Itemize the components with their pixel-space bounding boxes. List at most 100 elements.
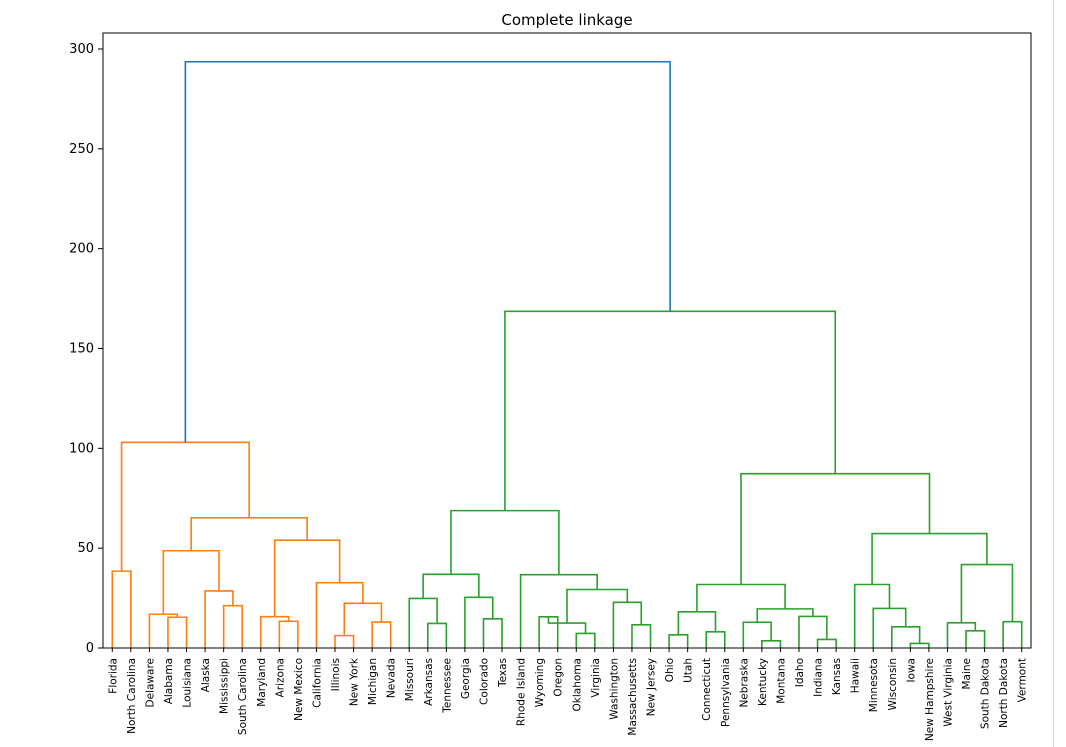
link-merge-33 bbox=[816, 638, 837, 648]
leaf-label: Arkansas bbox=[423, 658, 435, 706]
link-merge-30 bbox=[677, 611, 717, 635]
leaf-label: Missouri bbox=[404, 658, 416, 701]
link-merge-27 bbox=[450, 509, 560, 575]
link-merge-41 bbox=[965, 630, 986, 648]
leaf-label: Tennessee bbox=[441, 658, 453, 714]
leaf-label: Vermont bbox=[1017, 658, 1029, 702]
leaf-label: Kentucky bbox=[757, 658, 769, 706]
link-merge-3 bbox=[222, 604, 243, 648]
leaf-label: West Virginia bbox=[942, 658, 954, 727]
link-merge-10 bbox=[343, 602, 383, 636]
leaf-label: Oklahoma bbox=[571, 658, 583, 711]
leaf-label: Utah bbox=[683, 658, 695, 683]
leaf-label: Pennsylvania bbox=[720, 658, 732, 727]
leaf-label: Florida bbox=[107, 658, 119, 694]
dendrogram-links bbox=[111, 60, 1023, 648]
link-merge-5 bbox=[162, 549, 220, 615]
leaf-label: Kansas bbox=[831, 658, 843, 695]
y-tick-label-150: 150 bbox=[69, 341, 94, 356]
leaf-label: Hawaii bbox=[850, 658, 862, 693]
link-merge-9 bbox=[371, 621, 392, 648]
leaf-label: North Carolina bbox=[126, 658, 138, 734]
leaf-label: California bbox=[311, 658, 323, 708]
leaf-label: South Dakota bbox=[980, 658, 992, 729]
link-merge-40 bbox=[853, 583, 891, 648]
link-merge-8 bbox=[334, 634, 355, 648]
link-merge-35 bbox=[756, 608, 814, 623]
link-merge-48 bbox=[184, 60, 671, 443]
window-edge bbox=[1053, 0, 1054, 747]
leaf-label: Montana bbox=[775, 658, 787, 704]
link-merge-6 bbox=[278, 620, 299, 648]
y-tick-label-100: 100 bbox=[69, 441, 94, 456]
link-merge-36 bbox=[696, 583, 786, 612]
leaf-label: Texas bbox=[497, 658, 509, 688]
leaf-label: Maryland bbox=[256, 658, 268, 707]
link-merge-1 bbox=[167, 616, 188, 648]
link-merge-15 bbox=[427, 622, 448, 648]
leaf-label: Arizona bbox=[274, 658, 286, 697]
leaf-label: Idaho bbox=[794, 658, 806, 687]
leaf-label: New Mexico bbox=[293, 658, 305, 721]
link-merge-39 bbox=[872, 607, 907, 648]
link-merge-23 bbox=[631, 624, 652, 648]
link-merge-29 bbox=[705, 631, 726, 648]
leaf-label: Oregon bbox=[553, 658, 565, 697]
leaf-label: South Carolina bbox=[237, 658, 249, 735]
link-merge-19 bbox=[422, 573, 480, 599]
leaf-label: Iowa bbox=[905, 658, 917, 683]
leaf-label: Wyoming bbox=[534, 658, 546, 707]
leaf-label: Connecticut bbox=[701, 658, 713, 721]
link-merge-22 bbox=[547, 616, 587, 634]
y-tick-label-300: 300 bbox=[69, 42, 94, 57]
link-merge-25 bbox=[566, 588, 629, 624]
y-tick-label-50: 50 bbox=[77, 541, 94, 556]
link-merge-16 bbox=[408, 597, 438, 648]
link-merge-12 bbox=[273, 539, 341, 617]
link-merge-2 bbox=[148, 613, 179, 648]
link-merge-31 bbox=[761, 640, 782, 648]
link-merge-44 bbox=[960, 563, 1014, 623]
leaf-label: Rhode Island bbox=[516, 658, 528, 726]
leaf-label: Alaska bbox=[200, 658, 212, 692]
link-merge-37 bbox=[909, 642, 930, 648]
link-merge-14 bbox=[120, 441, 250, 572]
leaf-label: Colorado bbox=[478, 658, 490, 705]
link-merge-26 bbox=[519, 573, 598, 648]
leaf-label: Michigan bbox=[367, 658, 379, 705]
y-tick-label-200: 200 bbox=[69, 242, 94, 257]
link-merge-11 bbox=[315, 581, 364, 648]
leaf-label: New York bbox=[349, 657, 361, 706]
plot-frame bbox=[102, 32, 1032, 649]
chart-title: Complete linkage bbox=[501, 11, 632, 29]
leaf-label: North Dakota bbox=[998, 658, 1010, 728]
leaf-label: Georgia bbox=[460, 658, 472, 699]
y-tick-label-250: 250 bbox=[69, 142, 94, 157]
leaf-label: Delaware bbox=[144, 658, 156, 707]
link-merge-32 bbox=[742, 621, 772, 648]
link-merge-45 bbox=[871, 532, 988, 585]
link-merge-34 bbox=[798, 615, 828, 648]
leaf-label: Washington bbox=[608, 658, 620, 720]
link-merge-18 bbox=[464, 596, 494, 648]
leaf-label: Louisiana bbox=[182, 658, 194, 708]
leaf-label: Virginia bbox=[590, 658, 602, 698]
leaf-label: New Hampshire bbox=[924, 658, 936, 741]
link-merge-21 bbox=[575, 632, 596, 648]
leaf-label: Maine bbox=[961, 658, 973, 690]
leaf-label: Nevada bbox=[386, 658, 398, 698]
link-merge-17 bbox=[482, 618, 503, 648]
link-merge-42 bbox=[946, 622, 977, 648]
leaf-label: Indiana bbox=[813, 658, 825, 697]
link-merge-28 bbox=[668, 634, 689, 648]
leaf-label: Illinois bbox=[330, 658, 342, 691]
link-merge-38 bbox=[891, 626, 921, 648]
y-axis: 0 50 100 150 200 250 300 bbox=[69, 42, 103, 656]
leaf-label: Nebraska bbox=[738, 658, 750, 708]
leaf-label: Mississippi bbox=[219, 658, 231, 714]
leaf-label: Alabama bbox=[163, 658, 175, 704]
leaf-label: Massachusetts bbox=[627, 658, 639, 736]
link-merge-46 bbox=[740, 472, 931, 585]
link-merge-13 bbox=[190, 517, 308, 551]
